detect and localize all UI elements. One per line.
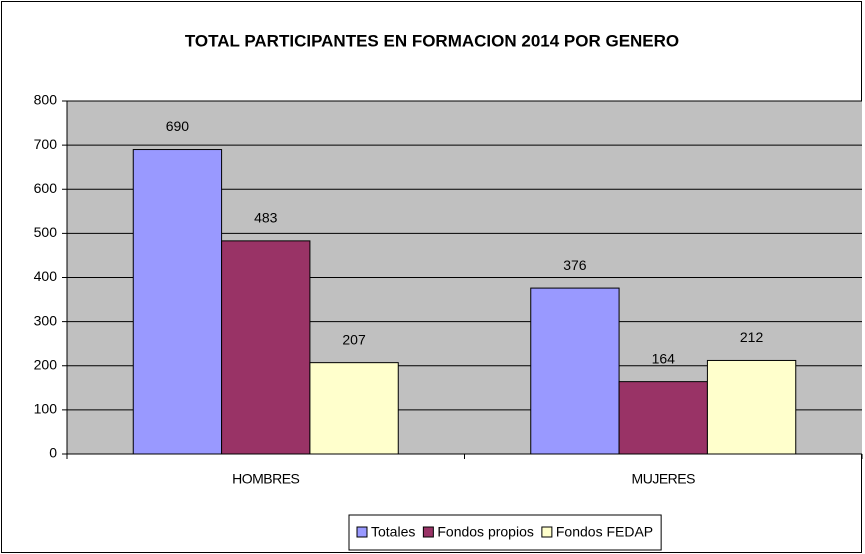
legend-swatch — [422, 526, 434, 538]
y-tick-label: 300 — [34, 312, 58, 328]
y-tick-label: 100 — [34, 401, 58, 417]
legend-box — [348, 514, 662, 551]
y-tick-label: 400 — [34, 268, 58, 284]
y-tick-label: 600 — [34, 180, 58, 196]
legend-label: Totales — [371, 524, 415, 540]
data-label: 207 — [342, 331, 366, 347]
y-tick-label: 0 — [49, 445, 57, 461]
bar — [530, 287, 620, 455]
legend-label: Fondos propios — [437, 524, 534, 540]
data-label: 690 — [166, 118, 190, 134]
bar — [706, 359, 797, 455]
y-tick-label: 700 — [34, 136, 58, 152]
data-label: 212 — [740, 329, 764, 345]
y-tick-label: 200 — [34, 356, 58, 372]
legend-label: Fondos FEDAP — [556, 524, 653, 540]
bar — [221, 240, 311, 455]
chart-title: TOTAL PARTICIPANTES EN FORMACION 2014 PO… — [185, 31, 679, 50]
bar — [132, 149, 223, 455]
legend-swatch — [356, 526, 368, 538]
x-tick-label: MUJERES — [632, 471, 696, 487]
y-tick-label: 800 — [34, 92, 58, 108]
data-label: 483 — [254, 210, 278, 226]
data-label: 164 — [652, 350, 676, 366]
bar — [309, 362, 399, 455]
x-tick-label: HOMBRES — [232, 471, 299, 487]
legend-swatch — [541, 526, 553, 538]
data-label: 376 — [563, 257, 587, 273]
bar — [618, 381, 708, 455]
y-tick-label: 500 — [34, 224, 58, 240]
